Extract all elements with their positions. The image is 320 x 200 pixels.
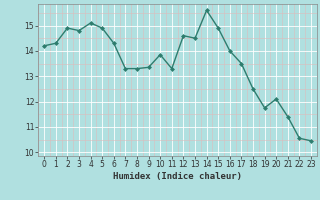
X-axis label: Humidex (Indice chaleur): Humidex (Indice chaleur) [113, 172, 242, 181]
